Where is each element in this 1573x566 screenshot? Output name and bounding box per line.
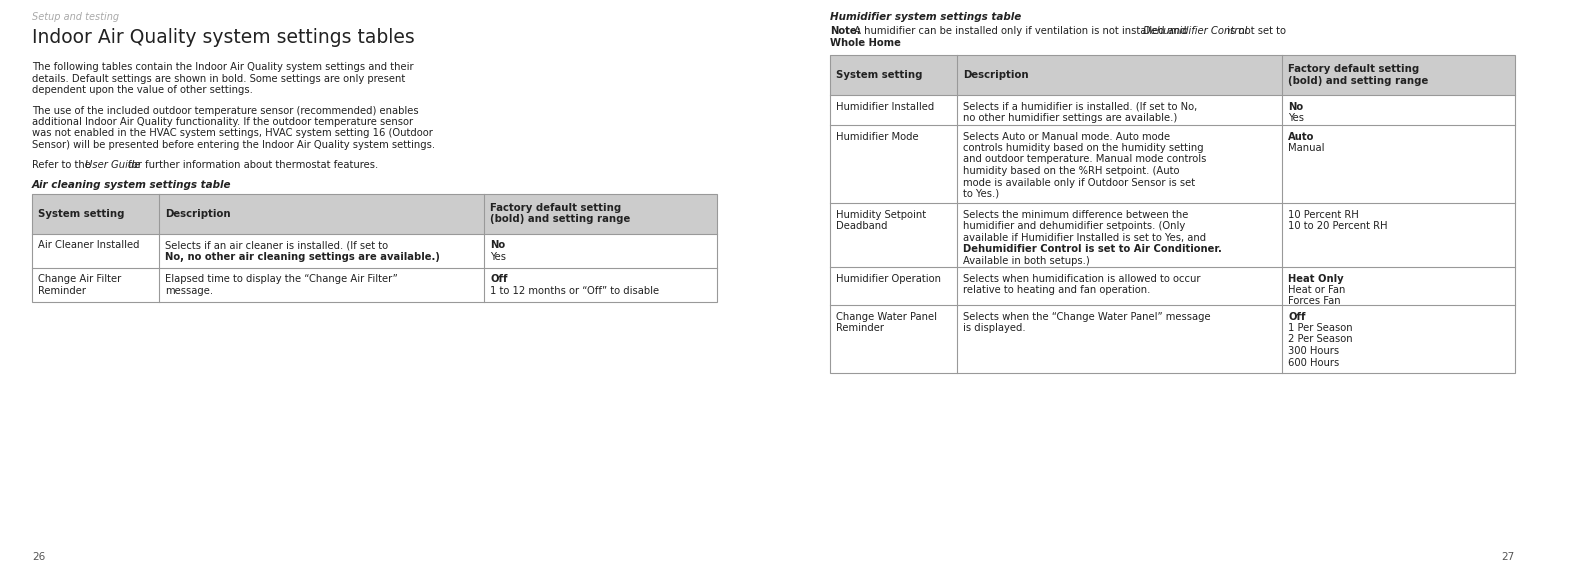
Text: System setting: System setting xyxy=(38,209,124,218)
Text: The use of the included outdoor temperature sensor (recommended) enables: The use of the included outdoor temperat… xyxy=(31,105,418,115)
Text: Note:: Note: xyxy=(831,26,860,36)
Text: was not enabled in the HVAC system settings, HVAC system setting 16 (Outdoor: was not enabled in the HVAC system setti… xyxy=(31,128,433,139)
Text: Factory default setting: Factory default setting xyxy=(491,203,621,213)
Text: Change Water Panel: Change Water Panel xyxy=(835,311,938,321)
Bar xyxy=(31,194,717,234)
Text: is not set to: is not set to xyxy=(1224,26,1285,36)
Text: Factory default setting: Factory default setting xyxy=(1288,64,1419,74)
Text: .: . xyxy=(871,37,875,48)
Text: No, no other air cleaning settings are available.): No, no other air cleaning settings are a… xyxy=(165,252,439,262)
Text: no other humidifier settings are available.): no other humidifier settings are availab… xyxy=(963,113,1177,123)
Text: Elapsed time to display the “Change Air Filter”: Elapsed time to display the “Change Air … xyxy=(165,275,398,285)
Text: Heat Only: Heat Only xyxy=(1288,273,1343,284)
Text: Indoor Air Quality system settings tables: Indoor Air Quality system settings table… xyxy=(31,28,415,47)
Text: Description: Description xyxy=(963,70,1029,80)
Text: Air cleaning system settings table: Air cleaning system settings table xyxy=(31,179,231,190)
Text: humidity based on the %RH setpoint. (Auto: humidity based on the %RH setpoint. (Aut… xyxy=(963,166,1180,176)
Text: 1 Per Season: 1 Per Season xyxy=(1288,323,1353,333)
Text: Yes: Yes xyxy=(1288,113,1304,123)
Text: Description: Description xyxy=(165,209,230,218)
Bar xyxy=(831,203,1515,267)
Text: available if Humidifier Installed is set to Yes, and: available if Humidifier Installed is set… xyxy=(963,233,1206,242)
Text: Selects Auto or Manual mode. Auto mode: Selects Auto or Manual mode. Auto mode xyxy=(963,131,1170,142)
Text: mode is available only if Outdoor Sensor is set: mode is available only if Outdoor Sensor… xyxy=(963,178,1195,187)
Text: Refer to the: Refer to the xyxy=(31,161,94,170)
Text: Selects if an air cleaner is installed. (If set to: Selects if an air cleaner is installed. … xyxy=(165,241,389,251)
Text: Humidity Setpoint: Humidity Setpoint xyxy=(835,209,926,220)
Text: Air Cleaner Installed: Air Cleaner Installed xyxy=(38,241,140,251)
Text: Off: Off xyxy=(491,275,508,285)
Text: (bold) and setting range: (bold) and setting range xyxy=(1288,75,1428,85)
Text: Selects when humidification is allowed to occur: Selects when humidification is allowed t… xyxy=(963,273,1200,284)
Text: 10 Percent RH: 10 Percent RH xyxy=(1288,209,1359,220)
Bar xyxy=(31,234,717,268)
Text: Humidifier system settings table: Humidifier system settings table xyxy=(831,12,1021,22)
Text: Forces Fan: Forces Fan xyxy=(1288,297,1340,307)
Text: message.: message. xyxy=(165,286,212,296)
Text: 26: 26 xyxy=(31,552,46,562)
Text: 1 to 12 months or “Off” to disable: 1 to 12 months or “Off” to disable xyxy=(491,286,659,296)
Text: 27: 27 xyxy=(1502,552,1515,562)
Text: Auto: Auto xyxy=(1288,131,1315,142)
Bar xyxy=(831,305,1515,372)
Text: Dehumidifier Control is set to Air Conditioner.: Dehumidifier Control is set to Air Condi… xyxy=(963,244,1222,254)
Text: relative to heating and fan operation.: relative to heating and fan operation. xyxy=(963,285,1150,295)
Text: Selects when the “Change Water Panel” message: Selects when the “Change Water Panel” me… xyxy=(963,311,1210,321)
Text: controls humidity based on the humidity setting: controls humidity based on the humidity … xyxy=(963,143,1203,153)
Bar xyxy=(831,125,1515,203)
Text: Reminder: Reminder xyxy=(38,286,87,296)
Text: Available in both setups.): Available in both setups.) xyxy=(963,255,1090,265)
Text: Reminder: Reminder xyxy=(835,323,884,333)
Text: Humidifier Installed: Humidifier Installed xyxy=(835,101,934,112)
Text: Dehumidifier Control: Dehumidifier Control xyxy=(1144,26,1247,36)
Text: Change Air Filter: Change Air Filter xyxy=(38,275,121,285)
Text: and outdoor temperature. Manual mode controls: and outdoor temperature. Manual mode con… xyxy=(963,155,1206,165)
Text: System setting: System setting xyxy=(835,70,922,80)
Text: is displayed.: is displayed. xyxy=(963,323,1026,333)
Text: dependent upon the value of other settings.: dependent upon the value of other settin… xyxy=(31,85,253,95)
Text: Heat or Fan: Heat or Fan xyxy=(1288,285,1345,295)
Text: Setup and testing: Setup and testing xyxy=(31,12,120,22)
Bar xyxy=(831,95,1515,125)
Text: Humidifier Mode: Humidifier Mode xyxy=(835,131,919,142)
Text: additional Indoor Air Quality functionality. If the outdoor temperature sensor: additional Indoor Air Quality functional… xyxy=(31,117,414,127)
Text: Manual: Manual xyxy=(1288,143,1324,153)
Text: Deadband: Deadband xyxy=(835,221,887,231)
Text: 600 Hours: 600 Hours xyxy=(1288,358,1339,367)
Text: Humidifier Operation: Humidifier Operation xyxy=(835,273,941,284)
Bar xyxy=(831,54,1515,372)
Text: The following tables contain the Indoor Air Quality system settings and their: The following tables contain the Indoor … xyxy=(31,62,414,72)
Text: Yes: Yes xyxy=(491,252,507,262)
Text: Selects if a humidifier is installed. (If set to No,: Selects if a humidifier is installed. (I… xyxy=(963,101,1197,112)
Bar xyxy=(31,268,717,302)
Text: No: No xyxy=(491,241,505,251)
Text: for further information about thermostat features.: for further information about thermostat… xyxy=(126,161,379,170)
Bar xyxy=(831,54,1515,95)
Bar xyxy=(31,194,717,302)
Text: to Yes.): to Yes.) xyxy=(963,189,999,199)
Text: A humidifier can be installed only if ventilation is not installed and: A humidifier can be installed only if ve… xyxy=(851,26,1191,36)
Text: 10 to 20 Percent RH: 10 to 20 Percent RH xyxy=(1288,221,1387,231)
Text: details. Default settings are shown in bold. Some settings are only present: details. Default settings are shown in b… xyxy=(31,74,406,84)
Bar xyxy=(831,267,1515,305)
Text: 300 Hours: 300 Hours xyxy=(1288,346,1339,356)
Text: 2 Per Season: 2 Per Season xyxy=(1288,335,1353,345)
Text: User Guide: User Guide xyxy=(85,161,140,170)
Text: Off: Off xyxy=(1288,311,1306,321)
Text: No: No xyxy=(1288,101,1302,112)
Text: Selects the minimum difference between the: Selects the minimum difference between t… xyxy=(963,209,1188,220)
Text: humidifier and dehumidifier setpoints. (Only: humidifier and dehumidifier setpoints. (… xyxy=(963,221,1184,231)
Text: Whole Home: Whole Home xyxy=(831,37,901,48)
Text: (bold) and setting range: (bold) and setting range xyxy=(491,215,631,225)
Text: Sensor) will be presented before entering the Indoor Air Quality system settings: Sensor) will be presented before enterin… xyxy=(31,140,436,150)
